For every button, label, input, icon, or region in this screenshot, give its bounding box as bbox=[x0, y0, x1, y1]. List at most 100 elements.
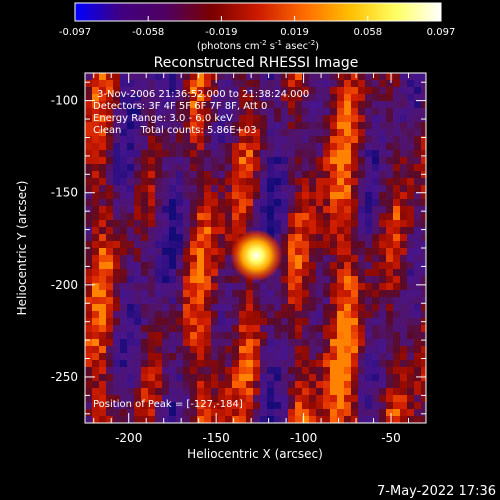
heatmap-cell bbox=[162, 311, 170, 319]
heatmap-cell bbox=[309, 199, 317, 207]
heatmap-cell bbox=[225, 241, 233, 249]
heatmap-cell bbox=[204, 374, 212, 382]
heatmap-cell bbox=[134, 381, 142, 389]
heatmap-cell bbox=[204, 325, 212, 333]
heatmap-cell bbox=[232, 199, 240, 207]
heatmap-cell bbox=[169, 297, 177, 305]
heatmap-cell bbox=[190, 241, 198, 249]
heatmap-cell bbox=[134, 108, 142, 116]
heatmap-cell bbox=[379, 164, 387, 172]
heatmap-cell bbox=[225, 213, 233, 221]
heatmap-cell bbox=[393, 283, 401, 291]
heatmap-cell bbox=[295, 416, 303, 423]
heatmap-cell bbox=[344, 367, 352, 375]
heatmap-cell bbox=[232, 143, 240, 151]
heatmap-cell bbox=[309, 346, 317, 354]
heatmap-cell bbox=[148, 332, 156, 340]
heatmap-cell bbox=[253, 339, 261, 347]
heatmap-cell bbox=[372, 325, 380, 333]
heatmap-cell bbox=[218, 311, 226, 319]
heatmap-cell bbox=[330, 311, 338, 319]
heatmap-cell bbox=[316, 234, 324, 242]
heatmap-cell bbox=[218, 297, 226, 305]
heatmap-cell bbox=[281, 150, 289, 158]
heatmap-cell bbox=[148, 164, 156, 172]
heatmap-cell bbox=[253, 311, 261, 319]
heatmap-cell bbox=[302, 150, 310, 158]
heatmap-cell bbox=[267, 395, 275, 403]
heatmap-cell bbox=[407, 248, 415, 256]
heatmap-cell bbox=[162, 276, 170, 284]
heatmap-cell bbox=[232, 360, 240, 368]
heatmap-cell bbox=[204, 108, 212, 116]
heatmap-cell bbox=[141, 115, 149, 123]
heatmap-cell bbox=[141, 360, 149, 368]
heatmap-cell bbox=[239, 213, 247, 221]
heatmap-cell bbox=[239, 381, 247, 389]
heatmap-cell bbox=[421, 101, 426, 109]
heatmap-cell bbox=[316, 255, 324, 263]
heatmap-cell bbox=[211, 346, 219, 354]
heatmap-cell bbox=[407, 290, 415, 298]
colorbar-tick-label: -0.019 bbox=[205, 27, 237, 38]
heatmap-cell bbox=[351, 318, 359, 326]
heatmap-cell bbox=[330, 367, 338, 375]
heatmap-cell bbox=[218, 353, 226, 361]
heatmap-cell bbox=[281, 325, 289, 333]
heatmap-cell bbox=[204, 213, 212, 221]
heatmap-cell bbox=[344, 276, 352, 284]
heatmap-cell bbox=[365, 353, 373, 361]
heatmap-cell bbox=[169, 395, 177, 403]
heatmap-cell bbox=[330, 353, 338, 361]
heatmap-cell bbox=[323, 388, 331, 396]
heatmap-cell bbox=[309, 360, 317, 368]
heatmap-cell bbox=[85, 192, 93, 200]
heatmap-cell bbox=[204, 304, 212, 312]
heatmap-cell bbox=[407, 143, 415, 151]
heatmap-cell bbox=[351, 220, 359, 228]
heatmap-cell bbox=[246, 164, 254, 172]
heatmap-cell bbox=[127, 122, 135, 130]
heatmap-cell bbox=[330, 94, 338, 102]
heatmap-cell bbox=[253, 213, 261, 221]
heatmap-cell bbox=[211, 129, 219, 137]
heatmap-cell bbox=[267, 318, 275, 326]
heatmap-cell bbox=[407, 395, 415, 403]
heatmap-cell bbox=[295, 136, 303, 144]
heatmap-cell bbox=[267, 122, 275, 130]
heatmap-cell bbox=[309, 143, 317, 151]
heatmap-cell bbox=[414, 381, 422, 389]
heatmap-cell bbox=[190, 409, 198, 417]
heatmap-cell bbox=[232, 80, 240, 88]
heatmap-cell bbox=[169, 73, 177, 81]
heatmap-cell bbox=[372, 311, 380, 319]
heatmap-cell bbox=[358, 374, 366, 382]
heatmap-cell bbox=[379, 290, 387, 298]
heatmap-cell bbox=[358, 80, 366, 88]
heatmap-cell bbox=[393, 367, 401, 375]
heatmap-cell bbox=[218, 234, 226, 242]
heatmap-cell bbox=[295, 94, 303, 102]
heatmap-cell bbox=[421, 409, 426, 417]
heatmap-cell bbox=[218, 325, 226, 333]
heatmap-cell bbox=[351, 262, 359, 270]
heatmap-cell bbox=[92, 276, 100, 284]
heatmap-cell bbox=[120, 220, 128, 228]
heatmap-cell bbox=[120, 150, 128, 158]
heatmap-cell bbox=[232, 178, 240, 186]
heatmap-cell bbox=[323, 276, 331, 284]
heatmap-cell bbox=[85, 108, 93, 116]
heatmap-cell bbox=[155, 374, 163, 382]
heatmap-cell bbox=[260, 332, 268, 340]
heatmap-cell bbox=[302, 122, 310, 130]
heatmap-cell bbox=[302, 276, 310, 284]
heatmap-cell bbox=[162, 290, 170, 298]
heatmap-cell bbox=[372, 171, 380, 179]
heatmap-cell bbox=[414, 87, 422, 95]
heatmap-cell bbox=[99, 220, 107, 228]
heatmap-cell bbox=[365, 409, 373, 417]
heatmap-cell bbox=[218, 227, 226, 235]
heatmap-cell bbox=[197, 199, 205, 207]
heatmap-cell bbox=[351, 311, 359, 319]
heatmap-cell bbox=[302, 178, 310, 186]
